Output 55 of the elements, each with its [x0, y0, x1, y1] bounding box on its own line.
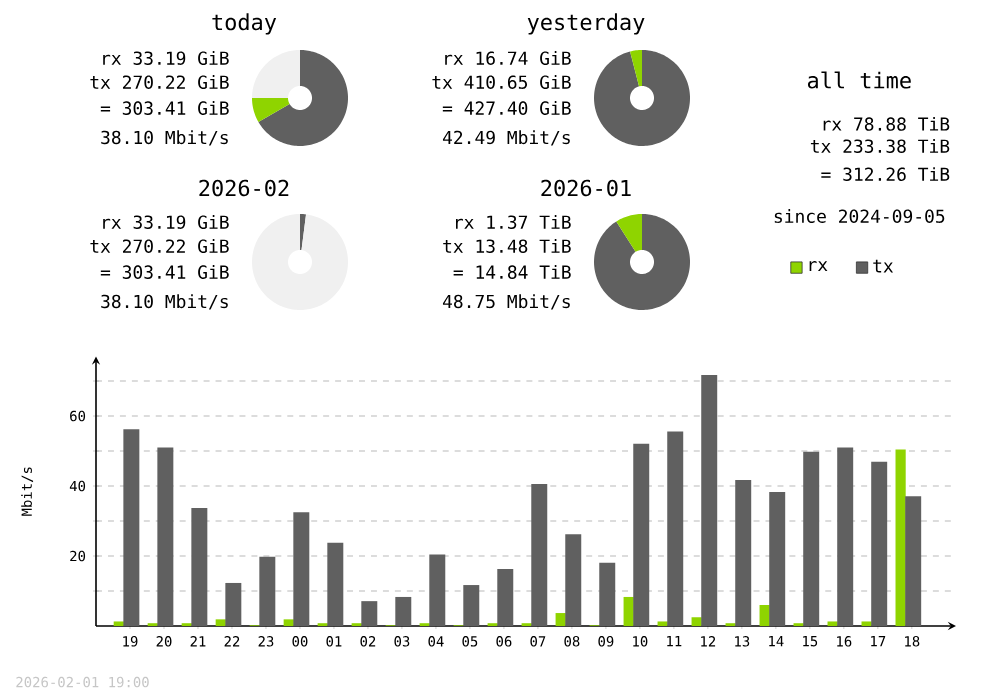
- text: = 303.41 GiB: [100, 265, 229, 279]
- bar: [215, 619, 226, 626]
- bar: [565, 534, 582, 626]
- text: rx 78.88 TiB: [823, 116, 950, 131]
- bar: [633, 443, 650, 626]
- text: all time: [807, 71, 911, 89]
- bar: [769, 491, 786, 626]
- bar: [283, 619, 294, 626]
- bar: [531, 483, 548, 626]
- text: rx 33.19 GiB: [103, 215, 229, 229]
- text: tx 410.65 GiB: [432, 75, 571, 89]
- bar: [837, 447, 854, 626]
- text: = 303.41 GiB: [100, 101, 229, 115]
- text: tx 270.22 GiB: [90, 239, 229, 253]
- text: = 312.26 TiB: [821, 167, 950, 181]
- chart-title: yesterday: [527, 13, 645, 35]
- bar: [225, 582, 242, 626]
- text: 42.49 Mbit/s: [442, 130, 570, 146]
- text: 48.75 Mbit/s: [442, 294, 570, 310]
- bar: [871, 461, 888, 626]
- bar: [497, 568, 514, 626]
- text: rx 33.19 GiB: [103, 51, 229, 65]
- bar: [157, 447, 174, 626]
- text: 38.10 Mbit/s: [101, 130, 228, 146]
- text: tx 233.38 TiB: [810, 139, 950, 153]
- bar: [327, 542, 344, 626]
- chart-title: 2026-01: [541, 179, 631, 197]
- bar: [395, 596, 412, 626]
- bar: [123, 429, 140, 626]
- text: rx 16.74 GiB: [445, 51, 571, 65]
- bar: [259, 556, 276, 626]
- bar: [191, 508, 208, 626]
- text: = 14.84 TiB: [453, 265, 571, 279]
- bar: [735, 480, 752, 626]
- text: 38.10 Mbit/s: [101, 294, 228, 310]
- text: rx 1.37 TiB: [456, 215, 571, 229]
- bar: [463, 585, 480, 626]
- legend-label: rx: [809, 261, 828, 272]
- text: tx 13.48 TiB: [443, 239, 571, 253]
- bar: [701, 375, 718, 626]
- bar: [599, 562, 616, 626]
- chart-title: 2026-02: [199, 179, 289, 197]
- bar: [895, 449, 906, 626]
- chart-title: today: [212, 13, 277, 35]
- bar: [803, 451, 820, 626]
- bar: [667, 431, 684, 626]
- bar: [293, 512, 310, 626]
- text: = 427.40 GiB: [442, 101, 571, 115]
- text: since 2024-09-05: [774, 209, 945, 223]
- bar: [361, 601, 378, 626]
- legend-label: tx: [873, 259, 894, 273]
- bar: [691, 617, 702, 626]
- bar: [429, 554, 446, 626]
- bar: [905, 496, 922, 626]
- text: tx 270.22 GiB: [90, 75, 229, 89]
